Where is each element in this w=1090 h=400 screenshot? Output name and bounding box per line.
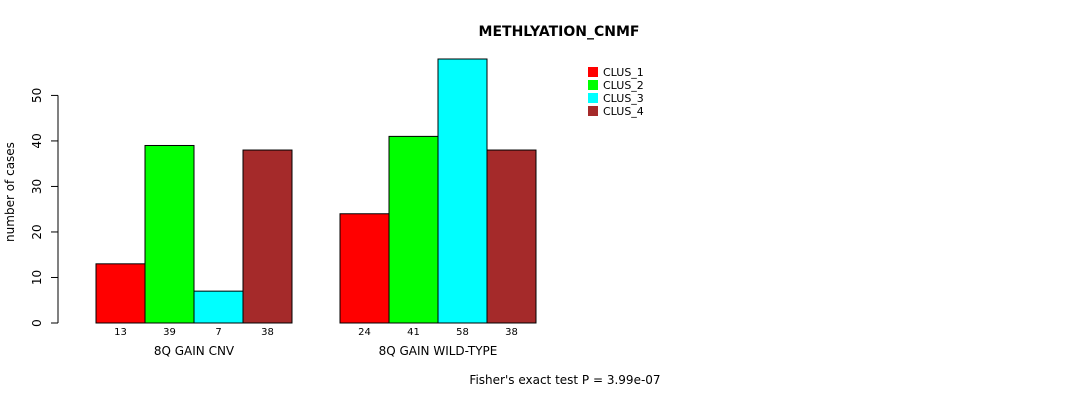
category-label: 8Q GAIN WILD-TYPE (379, 344, 498, 358)
bar-clus-4 (242, 149, 293, 324)
chart-title: METHLYATION_CNMF (479, 24, 640, 40)
legend-swatch (588, 93, 598, 103)
y-tick-label: 50 (30, 88, 44, 103)
bar-clus-3 (437, 58, 488, 324)
bar-value-label: 39 (163, 327, 176, 338)
legend-label: CLUS_2 (603, 79, 644, 92)
legend-label: CLUS_4 (603, 105, 644, 118)
y-axis: 0 10 20 30 40 50 (30, 88, 59, 327)
bar-clus-3 (193, 290, 244, 324)
y-tick-label: 40 (30, 133, 44, 148)
y-tick-label: 10 (30, 270, 44, 285)
y-axis-label: number of cases (3, 142, 17, 242)
bar-value-label: 24 (358, 327, 371, 338)
bar-clus-4 (486, 149, 537, 324)
bar-value-label: 38 (261, 327, 274, 338)
y-tick-label: 30 (30, 179, 44, 194)
bar-clus-1 (95, 263, 146, 324)
fisher-test-footnote: Fisher's exact test P = 3.99e-07 (469, 373, 660, 387)
legend-label: CLUS_1 (603, 66, 644, 79)
bar-clus-2 (144, 144, 195, 324)
bar-value-label: 38 (505, 327, 518, 338)
y-tick-label: 20 (30, 224, 44, 239)
bar-clus-2 (388, 135, 439, 324)
legend-swatch (588, 80, 598, 90)
bar-value-label: 41 (407, 327, 420, 338)
bar-value-label: 13 (114, 327, 127, 338)
bar-clus-1 (339, 213, 390, 324)
bar-series: 13 39 7 38 8Q GAIN CNV 24 41 58 38 8Q GAIN WILD-T… (95, 58, 537, 358)
category-label: 8Q GAIN CNV (154, 344, 235, 358)
y-tick-label: 0 (30, 319, 44, 327)
bar-value-label: 7 (215, 327, 221, 338)
legend-label: CLUS_3 (603, 92, 644, 105)
legend-swatch (588, 67, 598, 77)
legend-swatch (588, 106, 598, 116)
bar-value-label: 58 (456, 327, 469, 338)
